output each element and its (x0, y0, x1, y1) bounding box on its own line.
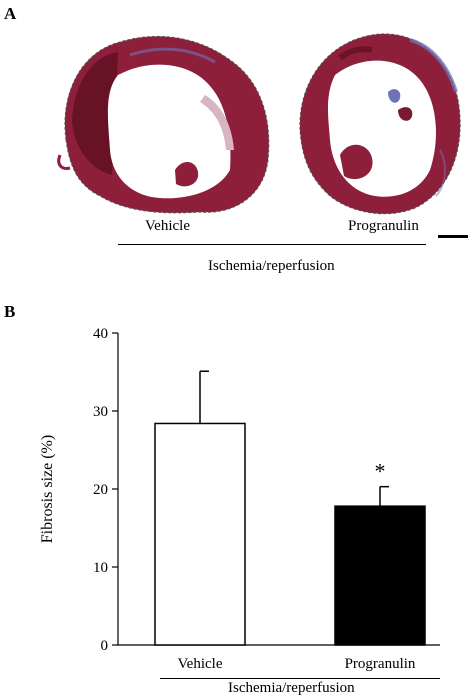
panel-a-group-line (118, 244, 426, 245)
significance-marker: * (375, 459, 386, 484)
panel-a-group-label: Ischemia/reperfusion (208, 258, 335, 274)
y-tick-label: 40 (93, 326, 108, 342)
y-tick-label: 0 (101, 638, 109, 654)
panel-b-label: B (4, 302, 16, 321)
y-tick-label: 30 (93, 404, 108, 420)
heart-section-images (57, 33, 468, 238)
progranulin-heart-section (299, 33, 461, 215)
bar-vehicle (154, 422, 246, 646)
bar-progranulin (334, 505, 426, 646)
y-axis-label: Fibrosis size (%) (39, 435, 56, 543)
x-category-label: Progranulin (345, 656, 416, 672)
panel-a-vehicle-label: Vehicle (145, 218, 190, 234)
y-tick-label: 10 (93, 560, 108, 576)
panel-b-group-label: Ischemia/reperfusion (228, 680, 355, 696)
scale-bar (438, 235, 468, 238)
panel-b-group-line (160, 678, 440, 679)
y-tick-label: 20 (93, 482, 108, 498)
panel-a-label: A (4, 4, 17, 23)
vehicle-heart-section (57, 36, 270, 214)
panel-a-progranulin-label: Progranulin (348, 218, 419, 234)
x-category-label: Vehicle (178, 656, 223, 672)
